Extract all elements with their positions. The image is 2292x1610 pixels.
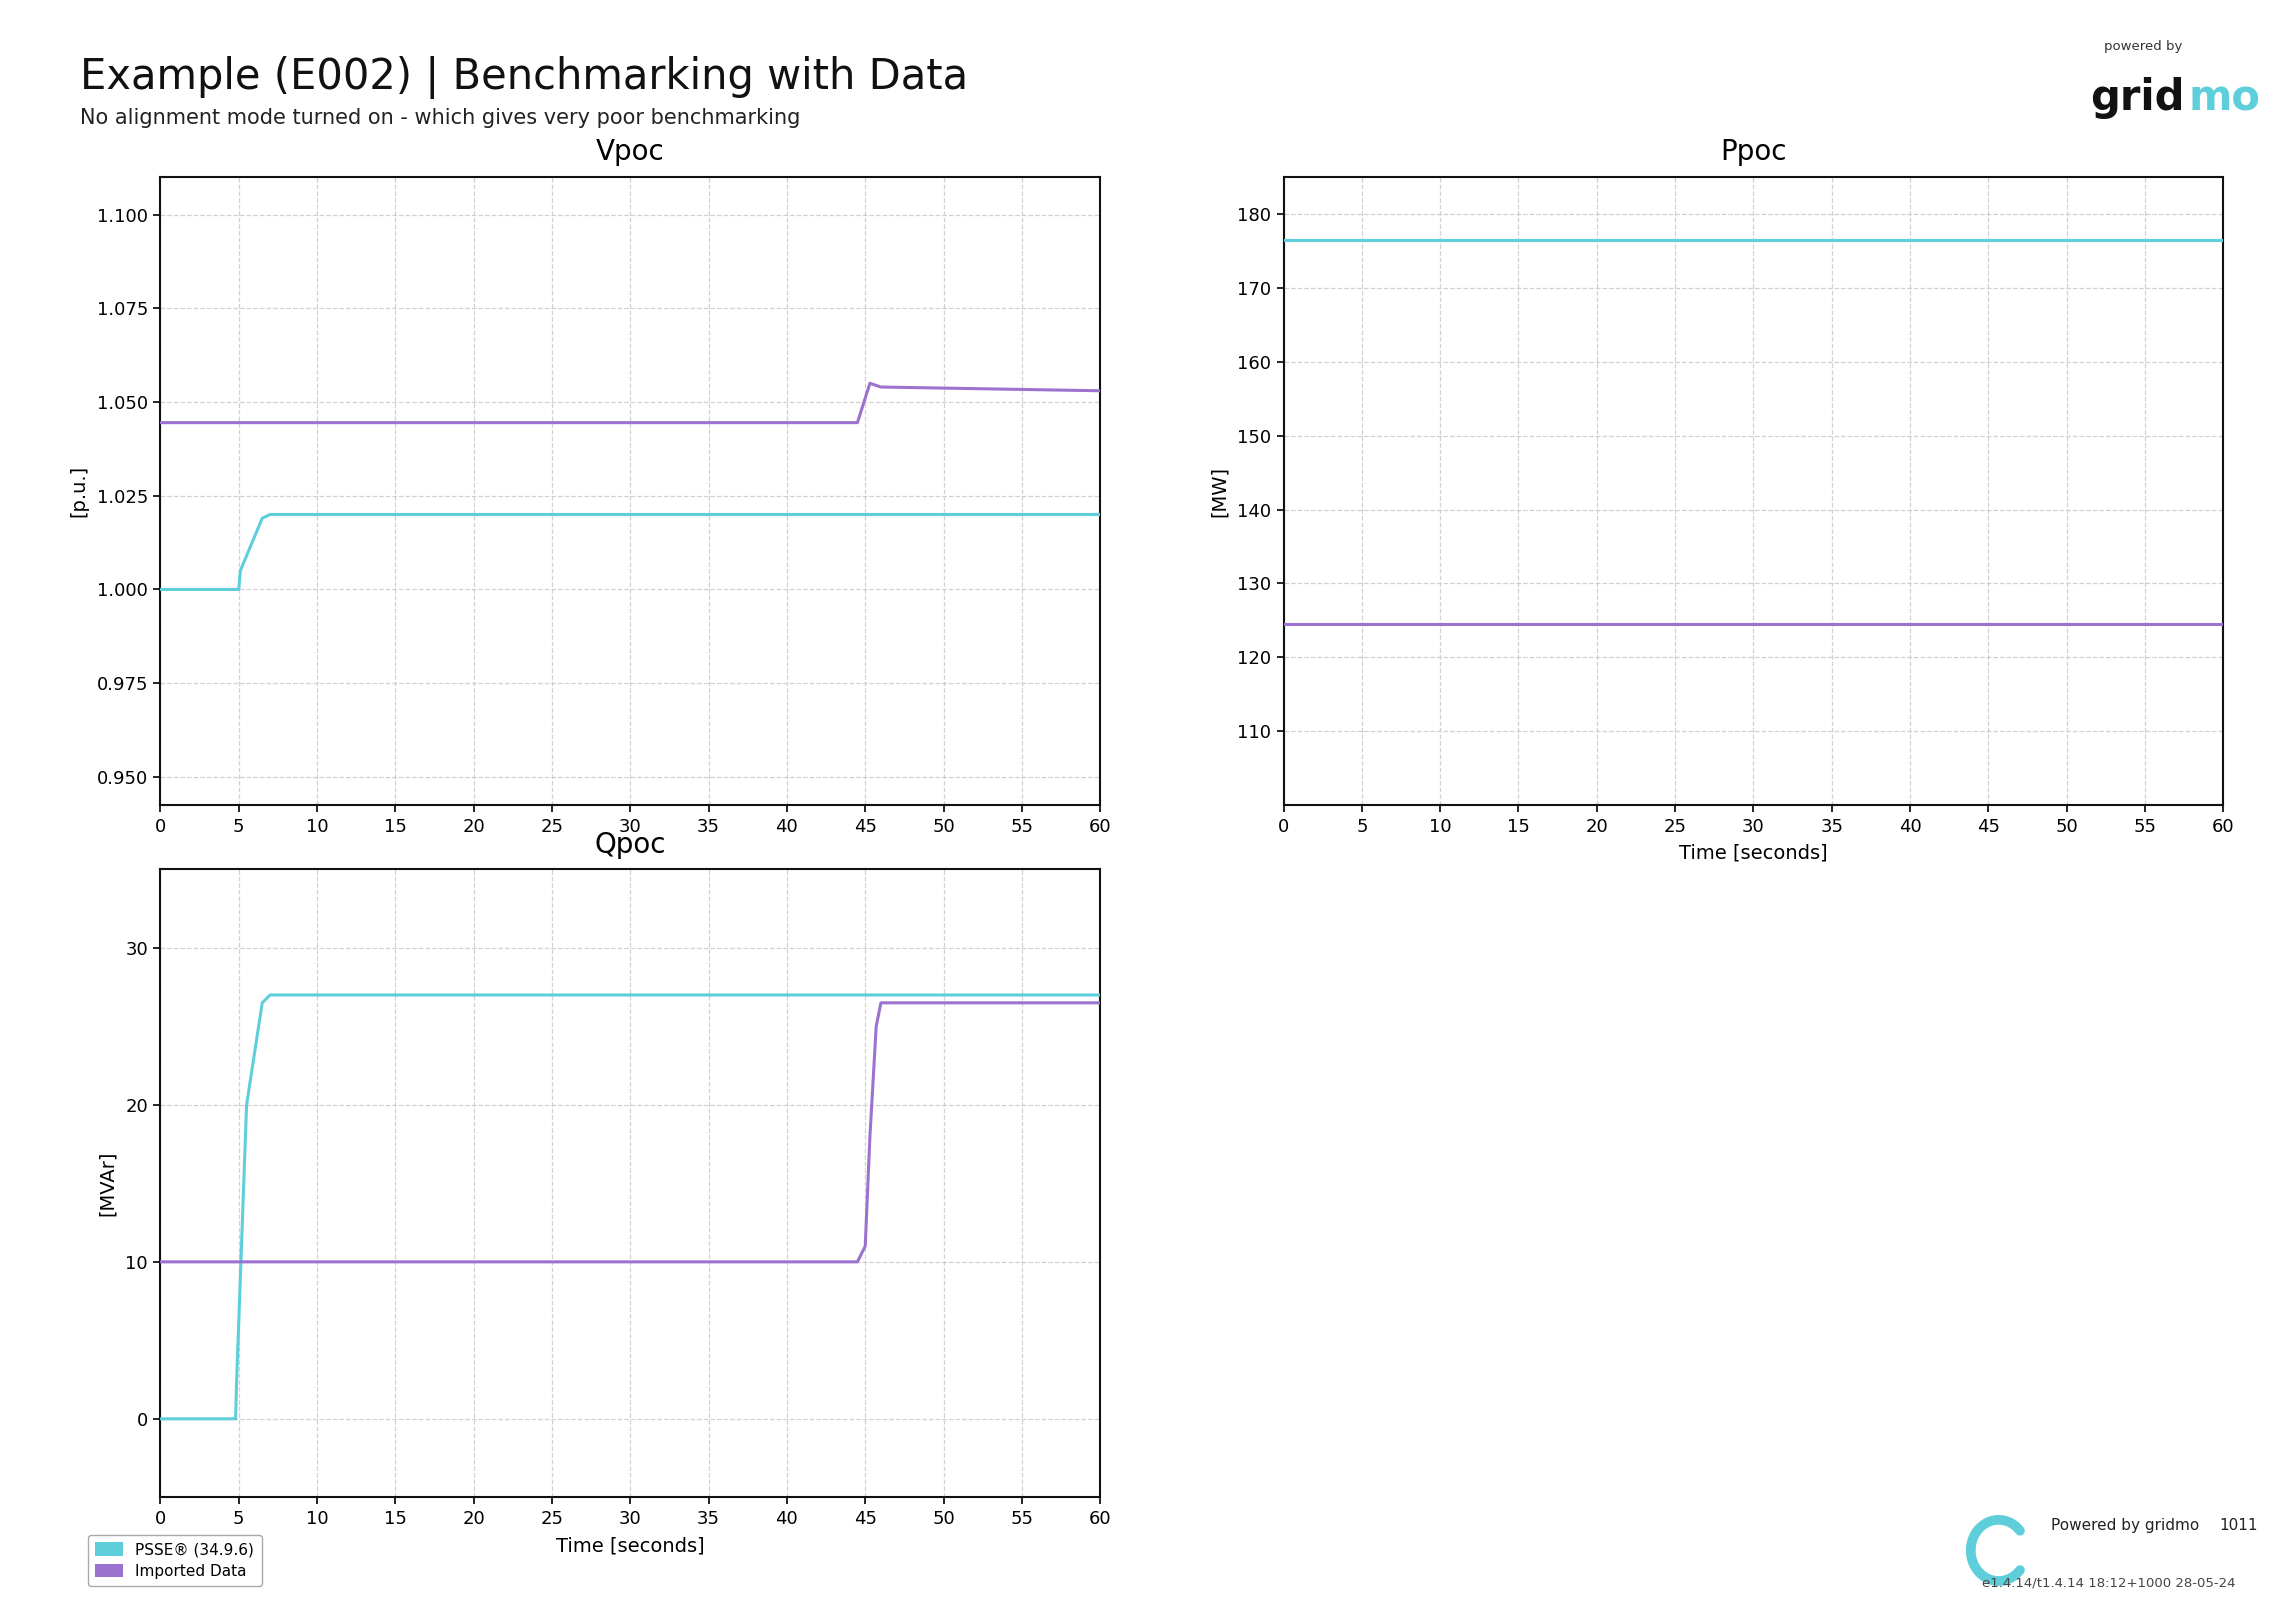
Text: powered by: powered by bbox=[2104, 40, 2182, 53]
Text: e1.4.14/t1.4.14 18:12+1000 28-05-24: e1.4.14/t1.4.14 18:12+1000 28-05-24 bbox=[1983, 1576, 2235, 1589]
Text: Example (E002) | Benchmarking with Data: Example (E002) | Benchmarking with Data bbox=[80, 56, 967, 100]
Y-axis label: [MVAr]: [MVAr] bbox=[99, 1151, 117, 1216]
Legend: PSSE® (34.9.6), Imported Data: PSSE® (34.9.6), Imported Data bbox=[87, 1534, 261, 1586]
Text: Powered by gridmo: Powered by gridmo bbox=[2051, 1518, 2200, 1533]
X-axis label: Time [seconds]: Time [seconds] bbox=[557, 1536, 704, 1555]
Text: mo: mo bbox=[2189, 77, 2260, 119]
Text: 1011: 1011 bbox=[2219, 1518, 2258, 1533]
Title: Vpoc: Vpoc bbox=[596, 138, 665, 166]
Title: Ppoc: Ppoc bbox=[1719, 138, 1788, 166]
Title: Qpoc: Qpoc bbox=[594, 831, 667, 858]
Text: No alignment mode turned on - which gives very poor benchmarking: No alignment mode turned on - which give… bbox=[80, 108, 800, 127]
X-axis label: Time [seconds]: Time [seconds] bbox=[1680, 844, 1827, 863]
Y-axis label: [MW]: [MW] bbox=[1210, 465, 1229, 517]
Text: grid: grid bbox=[2090, 77, 2184, 119]
Y-axis label: [p.u.]: [p.u.] bbox=[69, 465, 87, 517]
